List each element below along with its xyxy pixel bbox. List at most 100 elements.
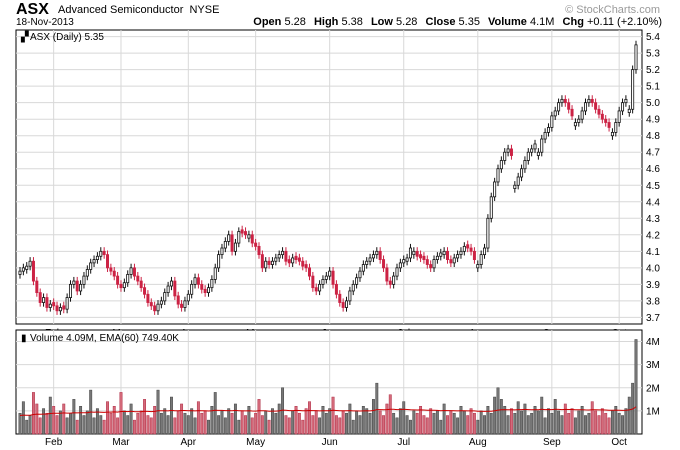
volume-bar — [52, 406, 56, 435]
candle-body — [449, 259, 453, 264]
price-tick-label: 4.5 — [646, 181, 660, 192]
candle-body — [435, 255, 439, 260]
candle-body — [540, 138, 544, 153]
volume-bar — [452, 412, 456, 435]
price-legend: ▞ ASX (Daily) 5.35 — [20, 30, 104, 43]
price-legend-text: ASX (Daily) 5.35 — [30, 32, 104, 43]
volume-bar — [132, 419, 136, 435]
candle-body — [483, 247, 487, 256]
ema60-line — [19, 406, 637, 416]
candle-body — [371, 254, 375, 259]
volume-bar — [429, 408, 433, 435]
candle-body — [594, 102, 598, 110]
candle-body — [250, 234, 254, 244]
volume-tick-label: 2M — [646, 383, 660, 394]
candle-body — [180, 303, 184, 308]
company-name: Advanced Semiconductor NYSE — [58, 4, 220, 16]
volume-bar — [267, 419, 271, 435]
volume-bar — [547, 408, 550, 435]
candle-body — [183, 300, 187, 308]
volume-bar — [69, 412, 72, 435]
candle-body — [254, 242, 258, 247]
volume-bar — [32, 392, 35, 435]
volume-bar — [331, 396, 335, 435]
volume-bar — [594, 410, 598, 435]
candle-body — [607, 122, 611, 128]
candle-body — [429, 264, 433, 269]
candle-body — [190, 283, 194, 295]
candle-body — [345, 300, 349, 308]
candle-body — [257, 245, 261, 256]
candle-body — [62, 305, 66, 310]
chart-header: ASX Advanced Semiconductor NYSE 18-Nov-2… — [0, 0, 680, 30]
volume-bar — [456, 417, 460, 435]
volume-bar — [489, 412, 493, 435]
candle-body — [126, 274, 130, 284]
volume-bar — [257, 399, 261, 435]
candle-body — [267, 260, 271, 265]
volume-bar — [95, 408, 99, 435]
candle-body — [156, 303, 160, 312]
candle-body — [385, 267, 389, 282]
candle-body — [297, 257, 301, 262]
volume-tick-label: 3M — [646, 360, 660, 371]
volume-bar — [233, 403, 237, 435]
ticker-symbol[interactable]: ASX — [16, 1, 49, 18]
volume-bar — [62, 403, 66, 435]
volume-bar — [176, 410, 180, 435]
volume-bar — [617, 412, 621, 435]
candle-body — [82, 275, 86, 285]
price-tick-label: 3.7 — [646, 313, 660, 324]
volume-bar — [186, 415, 190, 435]
volume-bar — [334, 415, 338, 435]
candle-body — [307, 267, 311, 277]
volume-bar — [254, 412, 258, 435]
candle-body — [207, 287, 211, 294]
candle-body — [220, 247, 224, 256]
candle-body — [560, 98, 564, 104]
price-tick-label: 5.3 — [646, 49, 660, 60]
volume-bar — [149, 417, 153, 435]
volume-bar — [139, 410, 143, 435]
candle-body — [493, 181, 497, 198]
candle-body — [499, 160, 503, 170]
stockcharts-credit[interactable]: © StockCharts.com — [565, 4, 660, 16]
volume-bar — [223, 417, 227, 435]
candle-body — [176, 295, 180, 305]
volume-bar — [590, 401, 594, 435]
volume-x-label: Jun — [322, 437, 338, 448]
volume-bar — [277, 403, 281, 435]
candle-body — [365, 260, 369, 265]
volume-bar — [584, 415, 587, 435]
volume-x-label: Jul — [397, 437, 410, 448]
volume-bar — [614, 406, 618, 435]
price-tick-label: 4.1 — [646, 247, 660, 258]
price-tick-label: 4.2 — [646, 230, 660, 241]
candle-body — [18, 270, 22, 275]
volume-x-axis: FebMarAprMayJunJulAugSepOctNov — [45, 437, 627, 448]
volume-bar — [297, 412, 301, 435]
volume-bar — [109, 412, 113, 435]
candle-body — [351, 283, 355, 292]
candle-body — [196, 277, 200, 285]
volume-bar — [301, 419, 305, 435]
volume-bar — [291, 410, 295, 435]
candle-body — [546, 127, 550, 133]
candle-body — [334, 283, 338, 295]
volume-bar — [520, 410, 524, 435]
volume-bar — [170, 396, 173, 435]
volume-x-label: Aug — [469, 437, 487, 448]
volume-bar — [607, 417, 611, 435]
candle-body — [281, 250, 285, 256]
volume-bar — [604, 412, 608, 435]
candle-body — [284, 250, 288, 262]
candle-body — [355, 277, 359, 285]
candle-body — [314, 287, 318, 292]
candle-body — [210, 279, 214, 289]
candle-body — [570, 108, 574, 117]
volume-bar — [516, 401, 520, 435]
candle-body — [631, 69, 635, 110]
volume-bar — [435, 410, 439, 435]
price-tick-label: 5.0 — [646, 98, 660, 109]
volume-bar — [577, 410, 581, 435]
